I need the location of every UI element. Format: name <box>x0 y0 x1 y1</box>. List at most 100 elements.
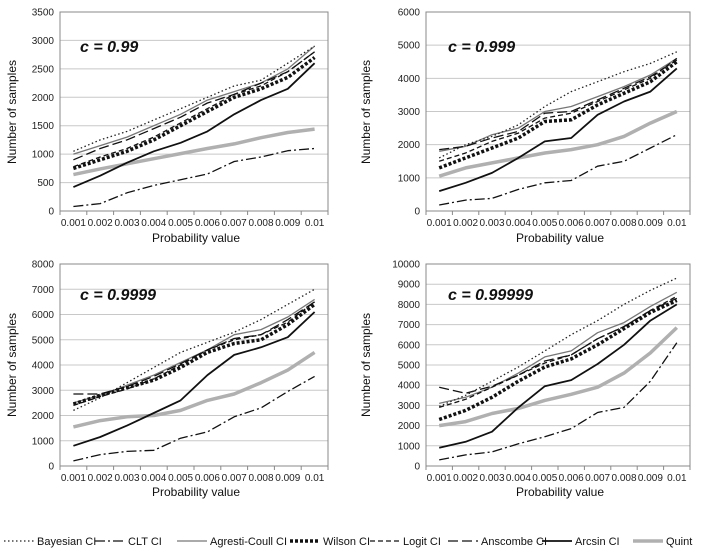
chart-title: c = 0.99 <box>80 39 138 56</box>
x-tick-label: 0.004 <box>506 473 531 484</box>
y-tick-label: 10000 <box>392 260 420 271</box>
x-tick-label: 0.01 <box>305 473 325 484</box>
y-tick-label: 8000 <box>32 260 55 271</box>
series-line-clt-ci <box>73 147 315 208</box>
legend-label: Arcsin CI <box>575 536 620 548</box>
y-tick-label: 5000 <box>398 361 421 372</box>
x-tick-label: 0.009 <box>638 218 663 229</box>
x-tick-label: 0.003 <box>114 473 139 484</box>
series-line-wilson-ci <box>72 303 316 406</box>
x-tick-label: 0.002 <box>88 473 113 484</box>
x-tick-label: 0.007 <box>222 218 247 229</box>
x-tick-label: 0.002 <box>453 218 478 229</box>
y-tick-label: 9000 <box>398 280 421 291</box>
x-axis-title: Probability value <box>516 485 604 499</box>
series-line-quint <box>438 109 678 178</box>
x-tick-label: 0.008 <box>248 218 273 229</box>
x-tick-label: 0.008 <box>611 473 636 484</box>
y-tick-label: 7000 <box>32 285 55 296</box>
y-tick-label: 5000 <box>398 41 421 52</box>
series-line-arcsin-ci <box>73 62 316 188</box>
y-axis-title: Number of samples <box>359 60 373 164</box>
x-tick-label: 0.006 <box>559 473 584 484</box>
series-line-quint <box>73 127 315 177</box>
x-tick-label: 0.004 <box>141 218 166 229</box>
series-line-bayesian-ci <box>73 45 315 152</box>
y-axis-title: Number of samples <box>5 313 19 417</box>
series-line-arcsin-ci <box>73 311 316 447</box>
y-tick-label: 3000 <box>32 36 55 47</box>
x-tick-label: 0.01 <box>667 473 687 484</box>
legend-label: Quint <box>666 536 692 548</box>
y-tick-label: 6000 <box>398 340 421 351</box>
legend-item-agresti-coull-ci: Agresti-Coull CI <box>177 536 287 548</box>
x-tick-label: 0.003 <box>479 218 504 229</box>
y-tick-label: 6000 <box>32 310 55 321</box>
x-tick-label: 0.007 <box>585 473 610 484</box>
y-tick-label: 4000 <box>32 361 55 372</box>
series-line-wilson-ci <box>438 60 678 170</box>
x-tick-label: 0.007 <box>222 473 247 484</box>
series-line-logit-ci <box>439 57 678 162</box>
x-tick-label: 0.009 <box>638 473 663 484</box>
series-line-arcsin-ci <box>439 303 678 449</box>
chart-panel-4: 0 1000 2000 3000 4000 5000 6000 7000 8000 9000 100… <box>359 260 691 499</box>
y-tick-label: 3000 <box>398 401 421 412</box>
y-tick-label: 7000 <box>398 320 421 331</box>
series-line-arcsin-ci <box>438 67 678 192</box>
y-tick-label: 6000 <box>398 8 421 19</box>
y-tick-label: 1000 <box>32 150 55 161</box>
x-tick-label: 0.005 <box>532 218 557 229</box>
x-tick-label: 0.006 <box>195 473 220 484</box>
y-tick-label: 0 <box>48 462 54 473</box>
chart-panel-2: 0 1000 2000 3000 4000 5000 6000 0.001 0.002 0.003… <box>359 8 691 245</box>
x-axis-title: Probability value <box>152 485 240 499</box>
y-tick-label: 4000 <box>398 74 421 85</box>
y-axis-title: Number of samples <box>5 60 19 164</box>
x-tick-label: 0.01 <box>667 218 687 229</box>
y-tick-label: 5000 <box>32 335 55 346</box>
legend-item-wilson-ci: Wilson CI <box>290 536 370 548</box>
x-tick-label: 0.003 <box>114 218 139 229</box>
y-tick-label: 1500 <box>32 121 55 132</box>
x-tick-label: 0.008 <box>248 473 273 484</box>
series-line-quint <box>438 326 679 428</box>
chart-title: c = 0.999 <box>448 39 515 56</box>
series-line-agresti-coull-ci <box>439 57 678 152</box>
x-tick-label: 0.001 <box>61 473 86 484</box>
x-tick-label: 0.005 <box>168 218 193 229</box>
legend-label: Agresti-Coull CI <box>210 536 287 548</box>
legend-item-bayesian-ci: Bayesian CI <box>4 536 96 548</box>
series-line-clt-ci <box>439 134 678 206</box>
y-tick-label: 0 <box>48 207 54 218</box>
series-line-quint <box>72 350 316 429</box>
x-tick-label: 0.009 <box>275 473 300 484</box>
x-tick-label: 0.009 <box>275 218 300 229</box>
series-line-anscombe-ci <box>439 59 678 151</box>
y-tick-label: 2500 <box>32 64 55 75</box>
legend-label: Anscombe CI <box>481 536 547 548</box>
y-tick-label: 3000 <box>32 386 55 397</box>
y-tick-label: 2000 <box>32 411 55 422</box>
y-tick-label: 0 <box>414 462 420 473</box>
x-tick-label: 0.005 <box>532 473 557 484</box>
x-tick-label: 0.001 <box>61 218 86 229</box>
series-line-agresti-coull-ci <box>73 45 316 155</box>
series-line-bayesian-ci <box>73 288 315 411</box>
x-tick-label: 0.002 <box>88 218 113 229</box>
y-tick-label: 3500 <box>32 8 55 19</box>
legend-item-anscombe-ci: Anscombe CI <box>448 536 547 548</box>
x-tick-label: 0.003 <box>479 473 504 484</box>
series-line-clt-ci <box>439 342 678 461</box>
y-tick-label: 3000 <box>398 107 421 118</box>
x-tick-label: 0.008 <box>611 218 636 229</box>
series-line-wilson-ci <box>72 56 316 171</box>
legend-item-clt-ci: CLT CI <box>95 536 162 548</box>
x-tick-label: 0.002 <box>453 473 478 484</box>
y-tick-label: 4000 <box>398 381 421 392</box>
series-line-anscombe-ci <box>73 301 315 395</box>
legend-label: Bayesian CI <box>37 536 96 548</box>
